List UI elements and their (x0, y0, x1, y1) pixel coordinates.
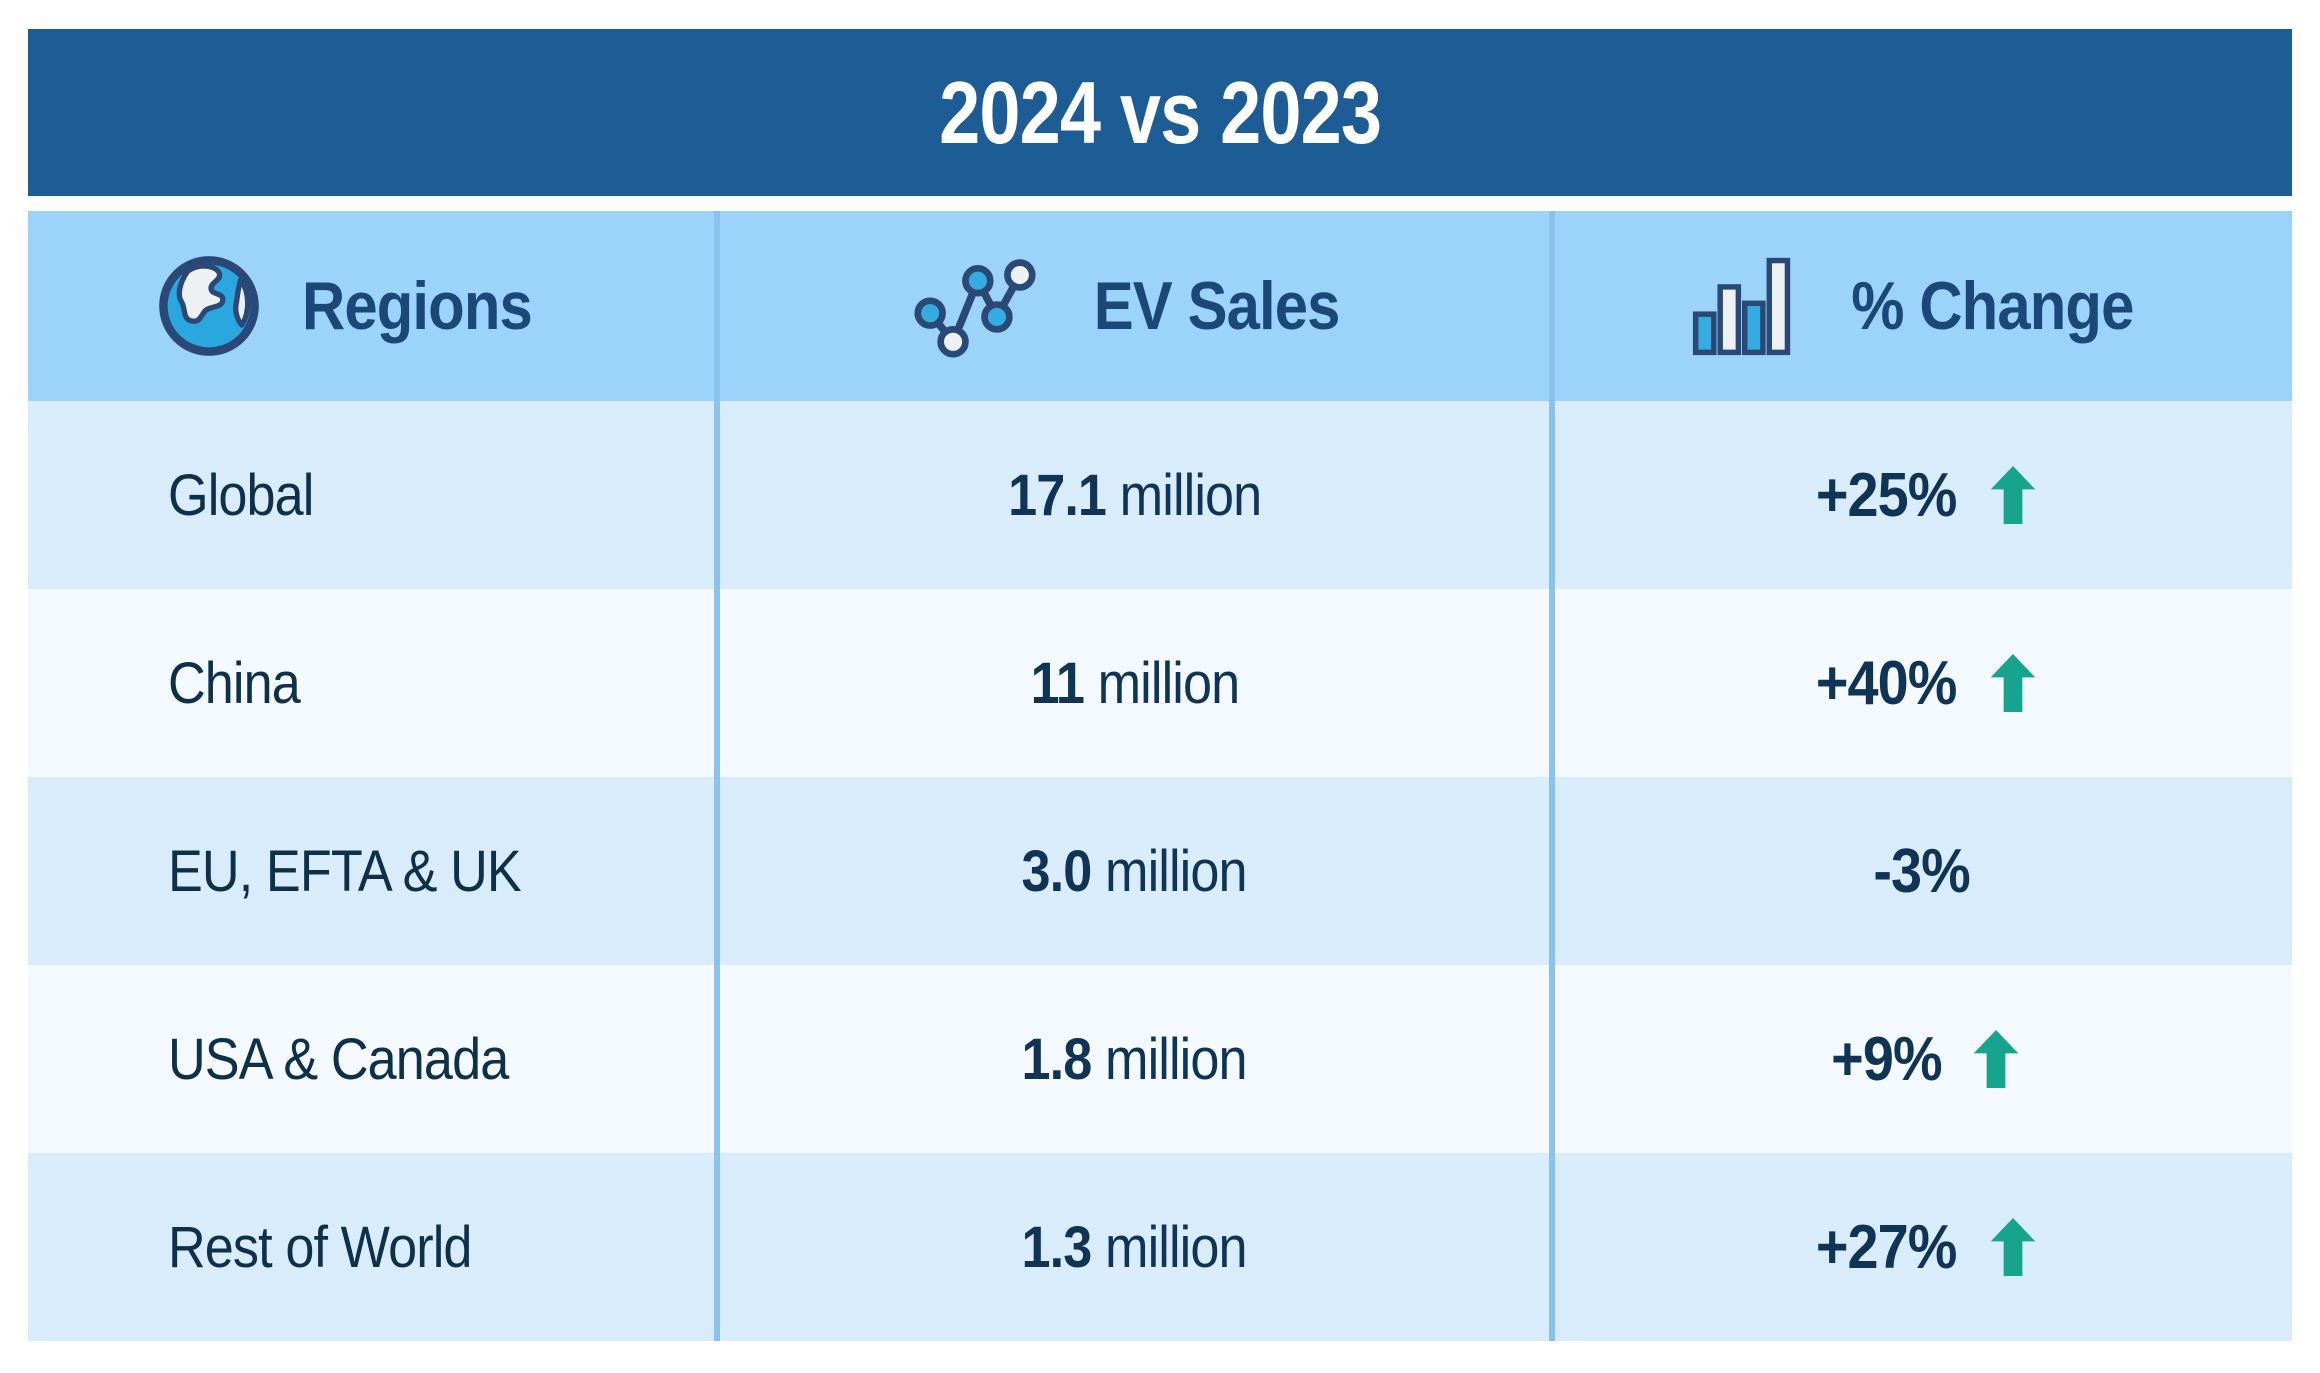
region-cell: USA & Canada (28, 965, 717, 1153)
regions-header-label: Regions (302, 268, 533, 344)
table-header-row: Regions EV Sales (28, 211, 2292, 401)
column-divider (714, 211, 720, 1341)
ev-sales-unit: million (1105, 1214, 1248, 1280)
ev-sales-unit: million (1105, 838, 1248, 904)
ev-sales-value: 3.0 (1021, 838, 1093, 904)
change-value: -3% (1873, 836, 1971, 906)
change-value: +40% (1815, 648, 1958, 718)
change-header-label: % Change (1850, 268, 2134, 344)
bar-chart-icon (1692, 256, 1792, 356)
line-chart-icon (913, 254, 1037, 359)
region-cell: EU, EFTA & UK (28, 777, 717, 965)
table-row: China 11 million +40% (28, 589, 2292, 777)
region-label: Global (168, 462, 314, 528)
ev-sales-value: 11 (1030, 650, 1084, 716)
globe-icon (156, 253, 262, 359)
ev-sales-cell: 11 million (717, 589, 1552, 777)
change-value: +25% (1815, 460, 1958, 530)
column-divider (1549, 211, 1555, 1341)
page-title: 2024 vs 2023 (938, 62, 1382, 162)
ev-sales-unit: million (1097, 650, 1240, 716)
ev-sales-value: 1.8 (1021, 1026, 1093, 1092)
table-row: Rest of World 1.3 million +27% (28, 1153, 2292, 1341)
header-cell-ev-sales: EV Sales (717, 211, 1552, 401)
region-cell: Global (28, 401, 717, 589)
ev-sales-cell: 3.0 million (717, 777, 1552, 965)
region-label: China (168, 650, 301, 716)
change-cell: +27% (1552, 1153, 2292, 1341)
ev-sales-cell: 1.8 million (717, 965, 1552, 1153)
title-bar: 2024 vs 2023 (28, 29, 2292, 196)
up-arrow-icon (1990, 654, 2036, 712)
table-row: EU, EFTA & UK 3.0 million -3% (28, 777, 2292, 965)
ev-sales-unit: million (1119, 462, 1262, 528)
ev-sales-value: 1.3 (1021, 1214, 1093, 1280)
table-row: Global 17.1 million +25% (28, 401, 2292, 589)
up-arrow-icon (1973, 1030, 2019, 1088)
up-arrow-icon (1990, 1218, 2036, 1276)
ev-sales-unit: million (1105, 1026, 1248, 1092)
up-arrow-icon (1990, 466, 2036, 524)
change-cell: +9% (1552, 965, 2292, 1153)
ev-sales-cell: 17.1 million (717, 401, 1552, 589)
header-cell-change: % Change (1552, 211, 2292, 401)
ev-sales-header-label: EV Sales (1093, 268, 1341, 344)
region-label: EU, EFTA & UK (168, 838, 522, 904)
change-value: +27% (1815, 1212, 1958, 1282)
change-cell: -3% (1552, 777, 2292, 965)
region-cell: Rest of World (28, 1153, 717, 1341)
region-cell: China (28, 589, 717, 777)
ev-sales-cell: 1.3 million (717, 1153, 1552, 1341)
region-label: Rest of World (168, 1214, 472, 1280)
region-label: USA & Canada (168, 1026, 509, 1092)
ev-sales-table: Regions EV Sales (28, 211, 2292, 1341)
table-row: USA & Canada 1.8 million +9% (28, 965, 2292, 1153)
change-cell: +25% (1552, 401, 2292, 589)
change-value: +9% (1830, 1024, 1942, 1094)
header-cell-regions: Regions (28, 211, 717, 401)
change-cell: +40% (1552, 589, 2292, 777)
ev-sales-value: 17.1 (1007, 462, 1107, 528)
